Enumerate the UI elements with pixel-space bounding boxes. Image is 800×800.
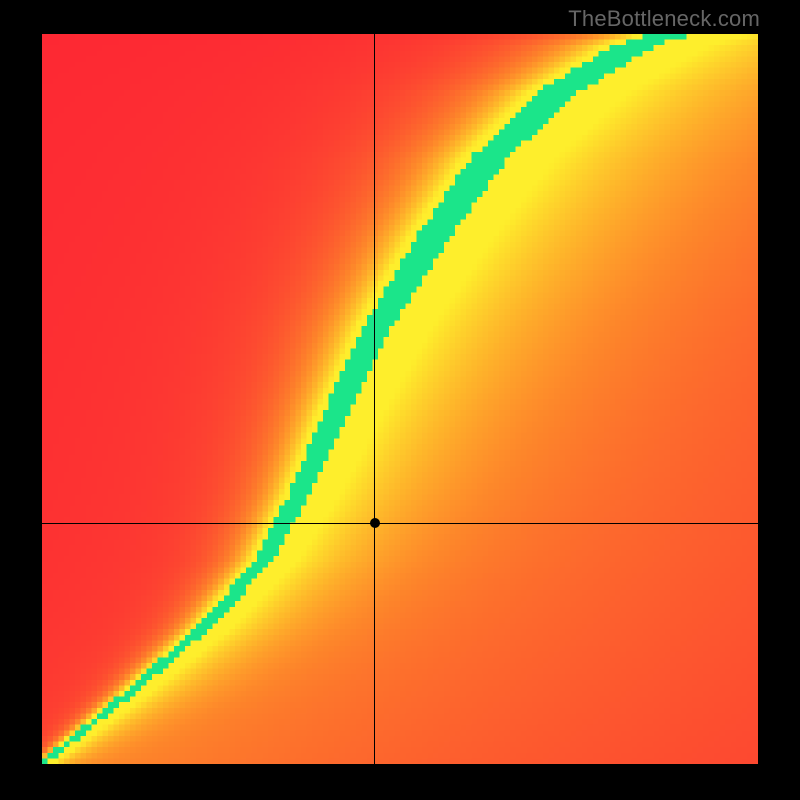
watermark-text: TheBottleneck.com — [568, 6, 760, 32]
chart-container: TheBottleneck.com — [0, 0, 800, 800]
heatmap-canvas — [42, 34, 758, 764]
